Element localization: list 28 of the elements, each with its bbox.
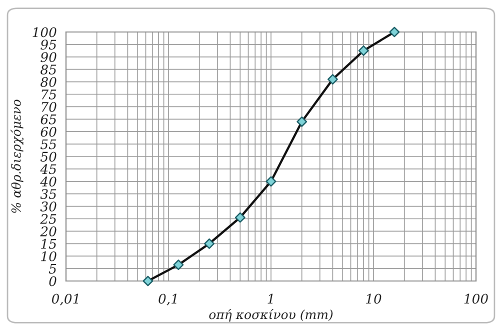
y-tick-label: 5 <box>48 264 56 274</box>
x-tick-label: 100 <box>464 294 488 304</box>
y-tick-label: 30 <box>40 202 56 212</box>
x-tick-label: 10 <box>366 294 382 304</box>
x-tick-label: 0,01 <box>52 294 78 306</box>
y-tick-label: 85 <box>40 64 56 75</box>
y-tick-label: 95 <box>40 40 56 50</box>
y-axis-title: % αθρ.διερχόμενο <box>10 100 24 213</box>
y-tick-label: 25 <box>40 214 56 224</box>
y-tick-label: 20 <box>40 226 56 236</box>
y-tick-label: 70 <box>42 102 56 112</box>
y-tick-label: 80 <box>40 77 56 87</box>
y-tick-label: 15 <box>41 238 56 249</box>
x-axis-title: οπή κοσκίνου (mm) <box>209 309 333 322</box>
x-tick-label: 1 <box>268 294 273 304</box>
y-tick-label: 100 <box>32 27 56 38</box>
y-tick-label: 90 <box>40 52 56 62</box>
y-tick-label: 60 <box>40 126 56 137</box>
x-tick-label: 0,1 <box>158 294 176 306</box>
y-tick-label: 55 <box>40 139 56 150</box>
y-tick-label: 40 <box>40 176 56 187</box>
y-tick-label: 50 <box>40 152 56 162</box>
y-tick-label: 45 <box>40 164 56 174</box>
y-tick-label: 65 <box>40 114 56 124</box>
y-tick-label: 10 <box>41 251 56 262</box>
y-tick-label: 75 <box>42 90 56 100</box>
y-tick-label: 35 <box>40 189 56 200</box>
y-tick-label: 0 <box>49 276 56 286</box>
